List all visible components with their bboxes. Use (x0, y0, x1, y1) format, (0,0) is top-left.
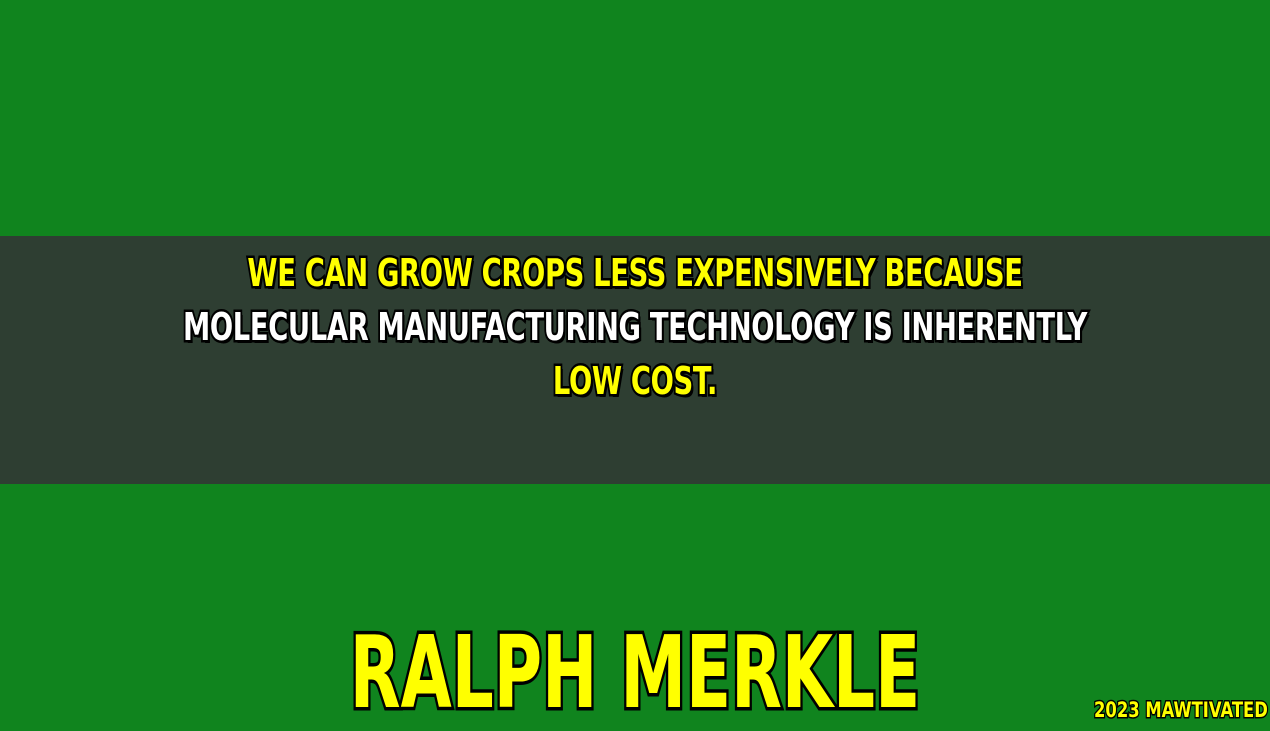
watermark: 2023 MAWTIVATED (1093, 697, 1269, 724)
quote-band (0, 236, 1270, 484)
quote-line-1: WE CAN GROW CROPS LESS EXPENSIVELY BECAU… (246, 249, 1025, 298)
quote-line-3: LOW COST. (551, 357, 719, 406)
quote-author: RALPH MERKLE (347, 614, 922, 731)
quote-line-2: MOLECULAR MANUFACTURING TECHNOLOGY IS IN… (181, 303, 1089, 352)
quote-text: WE CAN GROW CROPS LESS EXPENSIVELY BECAU… (178, 246, 1092, 408)
